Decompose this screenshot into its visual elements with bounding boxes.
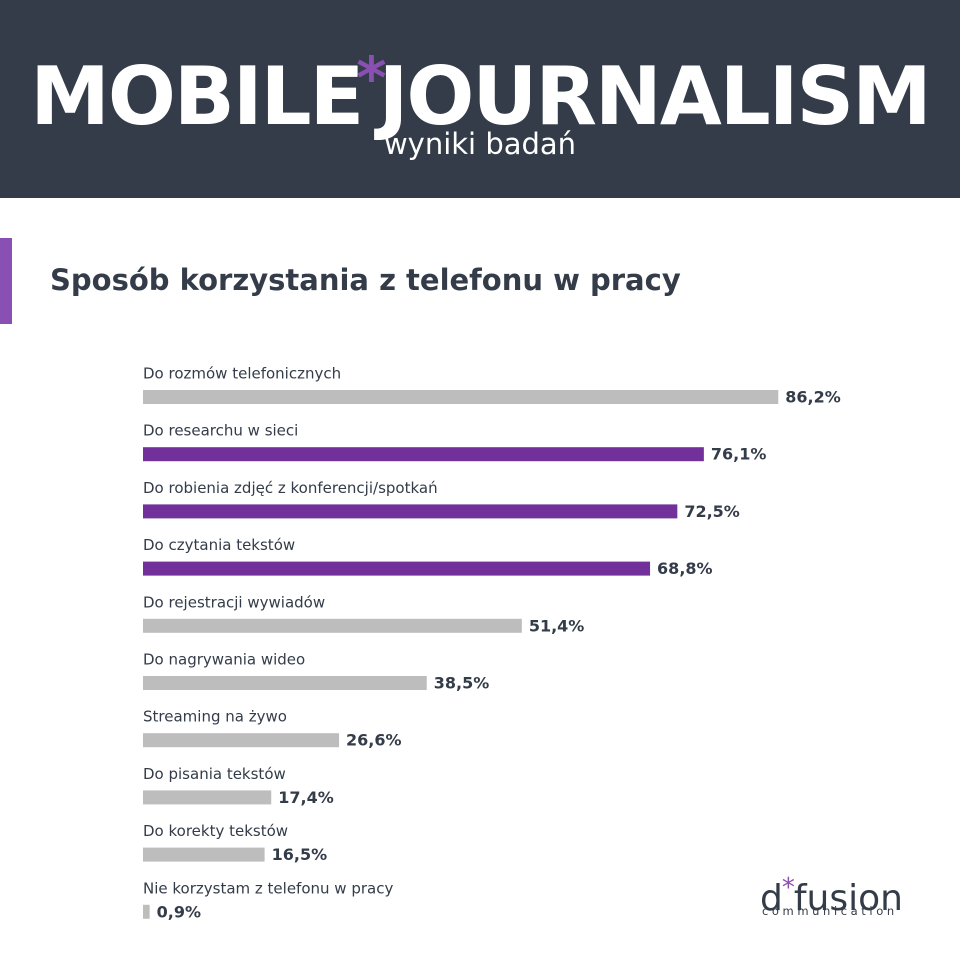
- category-label: Do researchu w sieci: [143, 422, 298, 440]
- value-label: 68,8%: [657, 559, 713, 578]
- value-label: 38,5%: [434, 674, 490, 693]
- category-label: Do rozmów telefonicznych: [143, 365, 341, 383]
- section-title: Sposób korzystania z telefonu w pracy: [50, 263, 681, 297]
- category-label: Do pisania tekstów: [143, 765, 286, 783]
- bar: [143, 561, 651, 576]
- bar: [143, 733, 340, 748]
- bar: [143, 618, 522, 633]
- category-label: Nie korzystam z telefonu w pracy: [143, 879, 393, 897]
- bar: [143, 504, 678, 519]
- category-label: Do rejestracji wywiadów: [143, 593, 325, 611]
- logo-asterisk: *: [781, 873, 795, 903]
- dfusion-logo: d*fusion communication: [760, 866, 920, 922]
- category-label: Streaming na żywo: [143, 708, 287, 726]
- title-part-journalism: JOURNALISM: [378, 50, 932, 143]
- logo-part-d: d: [760, 878, 783, 919]
- category-label: Do korekty tekstów: [143, 822, 288, 840]
- category-label: Do nagrywania wideo: [143, 651, 305, 669]
- value-label: 72,5%: [684, 502, 740, 521]
- title-asterisk: *: [356, 44, 386, 112]
- title-part-mobile: MOBILE: [30, 50, 364, 143]
- bar: [143, 676, 427, 690]
- bar: [143, 847, 265, 862]
- logo-tagline: communication: [762, 904, 898, 918]
- page-subtitle: wyniki badań: [383, 127, 577, 161]
- bar: [143, 390, 779, 404]
- value-label: 51,4%: [529, 616, 585, 635]
- logo-part-fusion: fusion: [793, 878, 903, 919]
- page-title: MOBILE*JOURNALISM: [0, 28, 960, 143]
- value-label: 16,5%: [272, 845, 328, 864]
- value-label: 17,4%: [278, 788, 334, 807]
- value-label: 0,9%: [157, 902, 201, 921]
- category-label: Do czytania tekstów: [143, 536, 295, 554]
- value-label: 86,2%: [785, 388, 841, 407]
- bar: [143, 447, 704, 462]
- value-label: 26,6%: [346, 731, 402, 750]
- bar: [143, 790, 272, 805]
- category-label: Do robienia zdjęć z konferencji/spotkań: [143, 479, 438, 497]
- value-label: 76,1%: [711, 445, 767, 464]
- section-accent-bar: [0, 238, 12, 324]
- bar: [143, 904, 150, 919]
- header-banner: [0, 0, 960, 198]
- logo-wordmark: d*fusion: [760, 866, 903, 921]
